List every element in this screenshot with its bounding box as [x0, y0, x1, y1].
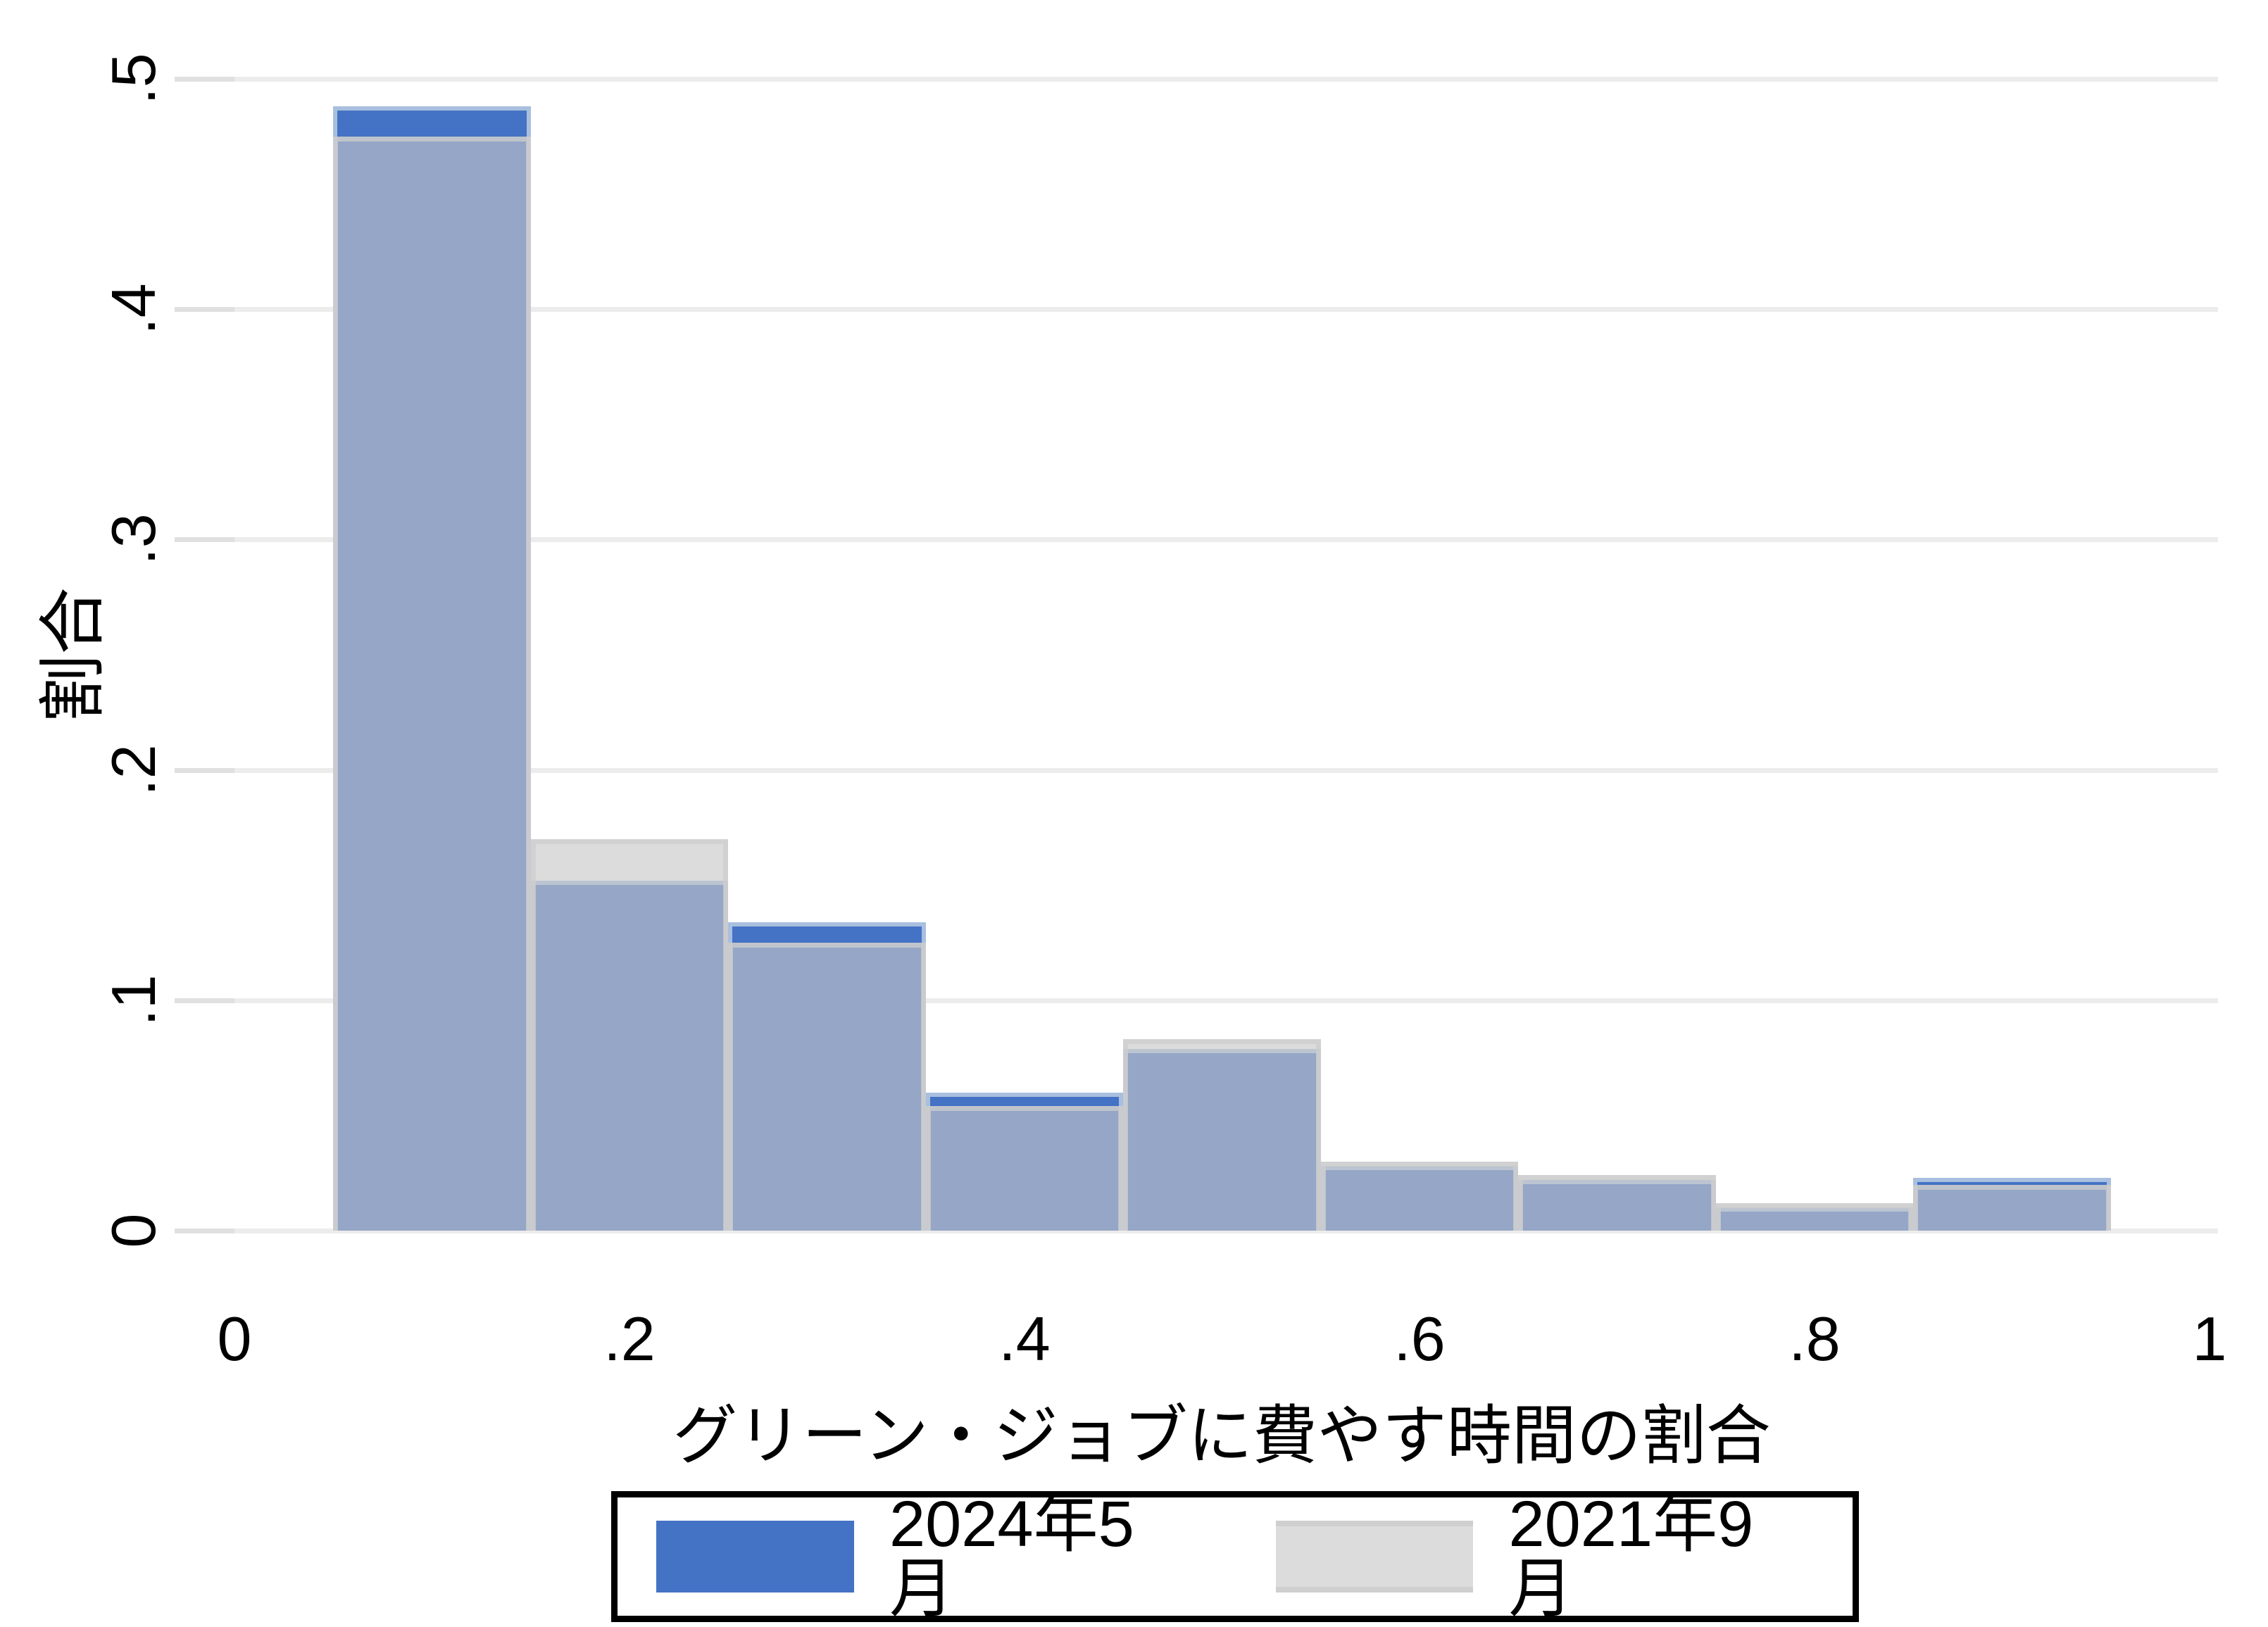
bar-2021-bin-1: [333, 136, 531, 1231]
gridline-y-.1: [234, 998, 2218, 1003]
y-tick-label: .2: [99, 743, 168, 796]
gridline-y-.2: [234, 767, 2218, 773]
y-axis-title: 割合: [35, 587, 111, 722]
bar-2021-bin-8: [1715, 1202, 1914, 1231]
x-tick-label: .2: [603, 1304, 656, 1374]
y-tick-label: .4: [99, 283, 168, 335]
legend-gray-swatch: [1275, 1521, 1474, 1593]
legend-blue-swatch: [656, 1521, 854, 1593]
bar-2021-bin-2: [530, 838, 729, 1231]
gridline-y-.3: [234, 537, 2218, 543]
y-tick-mark: [175, 767, 234, 773]
x-tick-label: .8: [1788, 1304, 1841, 1374]
y-tick-mark: [175, 307, 234, 313]
y-tick-mark: [175, 77, 234, 82]
gridline-y-.4: [234, 307, 2218, 313]
legend-label-2024: 2024年5月: [889, 1488, 1134, 1625]
bar-2021-bin-9: [1913, 1184, 2111, 1231]
bar-2021-bin-4: [925, 1106, 1124, 1231]
y-tick-mark: [175, 537, 234, 543]
y-tick-label: .3: [99, 513, 168, 566]
y-tick-mark: [175, 1229, 234, 1233]
y-tick-label: .1: [99, 974, 168, 1026]
legend-item-2021: 2021年9月: [1275, 1488, 1815, 1625]
bar-2021-bin-7: [1518, 1175, 1716, 1231]
x-tick-label: .6: [1393, 1304, 1446, 1374]
gridline-y-0: [234, 1229, 2218, 1233]
y-tick-label: 0: [99, 1213, 168, 1248]
gridline-y-.5: [234, 77, 2218, 82]
x-tick-label: 0: [217, 1304, 252, 1374]
x-tick-label: .4: [998, 1304, 1051, 1374]
bar-2021-bin-5: [1123, 1039, 1321, 1231]
y-tick-mark: [175, 998, 234, 1003]
bar-2021-bin-6: [1320, 1161, 1519, 1231]
legend: 2024年5月 2021年9月: [611, 1491, 1859, 1622]
legend-label-2021: 2021年9月: [1508, 1488, 1754, 1625]
y-tick-label: .5: [99, 53, 168, 105]
legend-item-2024: 2024年5月: [656, 1492, 1195, 1621]
x-tick-label: 1: [2192, 1304, 2227, 1374]
bar-2021-bin-3: [728, 943, 926, 1231]
x-axis-title: グリーン・ジョブに費やす時間の割合: [672, 1400, 1771, 1472]
